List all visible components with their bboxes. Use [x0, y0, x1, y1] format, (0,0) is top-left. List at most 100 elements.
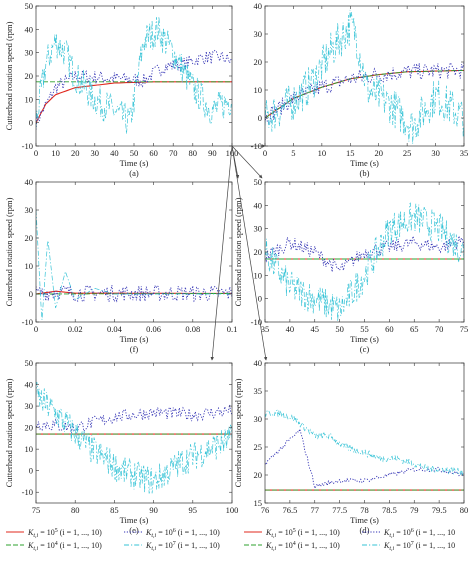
panel-label: (c): [360, 344, 370, 354]
y-tick-label: 10: [25, 261, 34, 271]
panel-d: 76 76.5 77 77.5 78 78.5 79 79.5 80 15 20 25 30 35 40 Ti…: [233, 358, 468, 535]
x-tick-label: 15: [346, 148, 355, 158]
y-tick-label: 40: [25, 380, 34, 390]
x-tick-label: 60: [149, 148, 158, 158]
x-axis-label: Time (s): [350, 515, 379, 525]
y-tick-label: 30: [25, 48, 34, 58]
x-tick-label: 70: [169, 148, 178, 158]
x-tick-label: 0.08: [185, 324, 200, 334]
panel-e: 75 80 85 90 95 100 -10 0 10 20 30 40 50 Time (s) Cutte…: [4, 358, 238, 535]
y-tick-label: 35: [254, 386, 263, 396]
x-tick-label: 90: [208, 148, 217, 158]
plot-frame: [264, 362, 465, 504]
y-tick-label: 30: [254, 29, 263, 39]
x-tick-label: 80: [189, 148, 198, 158]
y-tick-label: 30: [254, 224, 263, 234]
y-tick-label: 40: [25, 24, 34, 34]
y-axis-label: Cutterhead rotation speed (rpm): [4, 378, 14, 487]
zoom-arrow: [231, 145, 263, 179]
x-tick-label: 5: [291, 148, 295, 158]
x-tick-label: 80: [71, 505, 80, 515]
legend-label: Kt,i = 104 (i = 1, ..., 10): [27, 541, 102, 552]
series-line-4: [265, 202, 464, 322]
x-tick-label: 100: [226, 505, 239, 515]
y-tick-label: 10: [254, 270, 263, 280]
panel-label: (d): [360, 525, 370, 535]
series-group: [265, 202, 464, 322]
y-tick-label: 30: [25, 205, 34, 215]
y-tick-label: 30: [25, 401, 34, 411]
x-tick-label: 0.04: [107, 324, 123, 334]
panel-c: 35 40 45 50 55 60 65 70 75 -10 0 10 20 30 40 50 Time (s)…: [233, 177, 468, 354]
x-tick-label: 0.1: [227, 324, 238, 334]
y-tick-label: 40: [254, 200, 263, 210]
panels-layer: 0 10 20 30 40 50 60 70 80 90 100-1001020304050Time…: [4, 1, 468, 535]
y-tick-label: 20: [25, 233, 34, 243]
x-tick-label: 95: [189, 505, 198, 515]
x-tick-label: 55: [360, 324, 369, 334]
y-tick-label: -10: [22, 317, 33, 327]
panel-a: 0 10 20 30 40 50 60 70 80 90 100-1001020304050Time…: [4, 1, 238, 178]
y-tick-label: 20: [25, 423, 34, 433]
y-tick-label: 15: [254, 498, 263, 508]
x-tick-label: 50: [335, 324, 344, 334]
series-line-3: [265, 235, 464, 272]
series-line-4: [265, 9, 464, 144]
y-tick-label: 50: [25, 358, 34, 368]
x-axis-label: Time (s): [120, 515, 149, 525]
series-line-2: [265, 69, 464, 119]
x-axis-label: Time (s): [350, 158, 379, 168]
y-tick-label: 40: [25, 177, 34, 187]
x-tick-label: 78: [360, 505, 369, 515]
y-axis-label: Cutterhead rotation speed (rpm): [233, 197, 243, 306]
x-tick-label: 77.5: [332, 505, 347, 515]
x-tick-label: 40: [286, 324, 295, 334]
zoom-arrow: [210, 145, 233, 361]
y-axis-label: Cutterhead rotation speed (rpm): [233, 378, 243, 487]
legend-label: Kt,i = 105 (i = 1, ..., 10): [27, 528, 102, 539]
x-tick-label: 0.02: [68, 324, 83, 334]
x-axis-label: Time (s): [350, 334, 379, 344]
zoom-connector-arrows: [210, 144, 268, 361]
legend-label: Kt,i = 105 (i = 1, ..., 10): [265, 528, 340, 539]
x-tick-label: 79: [410, 505, 419, 515]
plot-frame: [35, 362, 233, 504]
x-tick-label: 80: [460, 505, 469, 515]
x-tick-label: 30: [91, 148, 100, 158]
series-group: [265, 409, 464, 491]
x-tick-label: 77: [311, 505, 320, 515]
series-line-3: [36, 49, 232, 130]
x-tick-label: 75: [460, 324, 469, 334]
y-tick-label: 20: [254, 247, 263, 257]
x-tick-label: 0: [34, 324, 38, 334]
legend-label: Kt,i = 106 (i = 1, ..., 10: [383, 528, 455, 539]
panel-label: (a): [129, 168, 139, 178]
legend-left: Kt,i = 105 (i = 1, ..., 10) Kt,i = 106 (i…: [6, 528, 220, 552]
x-axis-label: Time (s): [120, 158, 149, 168]
x-tick-label: 20: [71, 148, 80, 158]
y-tick-label: 40: [254, 1, 263, 11]
x-tick-label: 0: [34, 148, 38, 158]
y-tick-label: 0: [29, 289, 33, 299]
x-tick-label: 76: [261, 505, 270, 515]
x-tick-label: 40: [110, 148, 119, 158]
series-group: [265, 9, 464, 144]
x-axis-label: Time (s): [120, 334, 149, 344]
y-tick-label: -10: [22, 141, 33, 151]
y-tick-label: 20: [254, 57, 263, 67]
x-tick-label: 76.5: [282, 505, 297, 515]
x-tick-label: 50: [130, 148, 139, 158]
y-axis-label: Cutterhead rotation speed (rpm): [4, 21, 14, 130]
series-group: [36, 209, 232, 320]
y-tick-label: 10: [254, 85, 263, 95]
y-tick-label: 25: [254, 442, 263, 452]
legends-layer: Kt,i = 105 (i = 1, ..., 10) Kt,i = 106 (i…: [6, 528, 455, 552]
x-tick-label: 10: [51, 148, 60, 158]
x-tick-label: 0.06: [146, 324, 161, 334]
legend-label: Kt,i = 106 (i = 1, ..., 10): [145, 528, 220, 539]
series-line-4: [36, 209, 232, 320]
y-tick-label: 30: [254, 414, 263, 424]
y-tick-label: -10: [22, 487, 33, 497]
